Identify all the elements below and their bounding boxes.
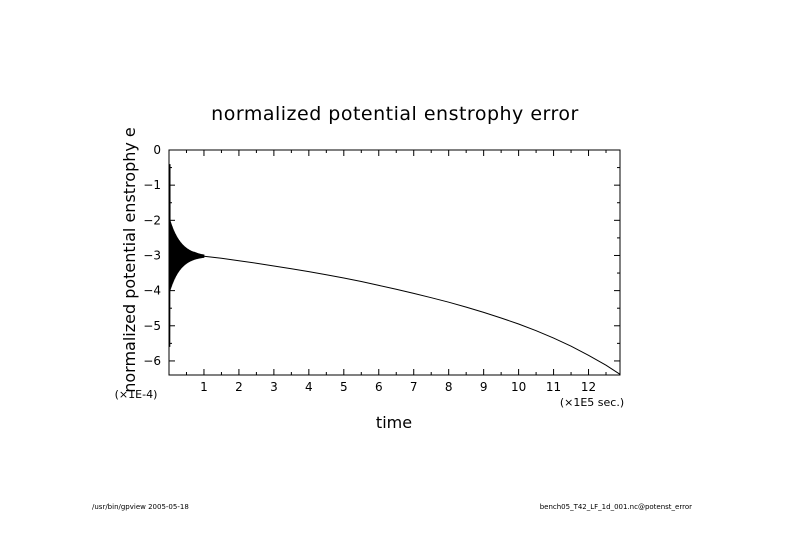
y-axis-multiplier: (×1E-4): [115, 388, 158, 401]
x-tick-label: 4: [305, 380, 313, 394]
y-tick-label: 0: [153, 143, 161, 157]
y-tick-label: −3: [143, 248, 161, 262]
x-tick-label: 12: [581, 380, 596, 394]
x-axis-label: time: [376, 413, 412, 432]
oscillation-line: [168, 164, 205, 347]
plot-frame: [168, 149, 621, 376]
chart-title: normalized potential enstrophy error: [211, 103, 579, 125]
x-tick-label: 3: [270, 380, 278, 394]
x-tick-label: 1: [200, 380, 208, 394]
oscillation-band: [168, 164, 205, 347]
x-tick-label: 8: [445, 380, 453, 394]
x-axis-ticks: 1 2 3 4 5 6 7 8 9 10 11 12: [185, 150, 607, 394]
y-tick-label: −1: [143, 178, 161, 192]
series-line: [193, 251, 621, 375]
x-tick-label: 6: [375, 380, 383, 394]
x-tick-label: 11: [546, 380, 561, 394]
x-tick-label: 7: [410, 380, 418, 394]
x-tick-label: 9: [480, 380, 488, 394]
x-tick-label: 10: [511, 380, 526, 394]
x-tick-label: 5: [340, 380, 348, 394]
y-tick-label: −5: [143, 319, 161, 333]
x-axis-multiplier: (×1E5 sec.): [560, 396, 624, 409]
y-axis-ticks: 0 −1 −2 −3 −4 −5 −6: [143, 143, 620, 368]
x-tick-label: 2: [235, 380, 243, 394]
footer-left: /usr/bin/gpview 2005-05-18: [92, 503, 189, 511]
y-tick-label: −2: [143, 213, 161, 227]
footer-right: bench05_T42_LF_1d_001.nc@potenst_error: [540, 503, 692, 511]
y-tick-label: −6: [143, 354, 161, 368]
y-axis-label: normalized potential enstrophy e: [120, 127, 139, 393]
y-tick-label: −4: [143, 284, 161, 298]
